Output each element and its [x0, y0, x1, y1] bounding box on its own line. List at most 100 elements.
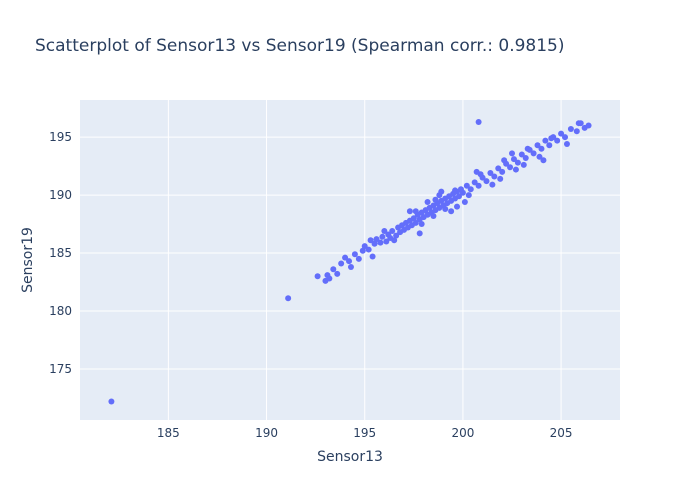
data-point[interactable]	[406, 208, 413, 215]
grid-lines	[80, 100, 620, 420]
x-tick-label: 195	[353, 426, 376, 440]
y-axis-title: Sensor19	[20, 227, 36, 293]
y-tick-label: 185	[49, 246, 72, 260]
data-point[interactable]	[108, 398, 115, 405]
data-point[interactable]	[424, 199, 431, 206]
y-tick-label: 175	[49, 362, 72, 376]
data-point[interactable]	[567, 125, 574, 132]
data-point[interactable]	[520, 161, 527, 168]
data-point[interactable]	[554, 137, 561, 144]
data-point[interactable]	[573, 128, 580, 135]
data-point[interactable]	[489, 181, 496, 188]
data-point[interactable]	[326, 275, 333, 282]
data-point[interactable]	[540, 157, 547, 164]
data-point[interactable]	[461, 199, 468, 206]
data-point[interactable]	[467, 186, 474, 193]
x-tick-label: 190	[255, 426, 278, 440]
data-point[interactable]	[379, 233, 386, 240]
data-point[interactable]	[518, 151, 525, 158]
data-point[interactable]	[514, 159, 521, 166]
data-point[interactable]	[369, 253, 376, 260]
data-point[interactable]	[383, 238, 390, 245]
data-point[interactable]	[463, 182, 470, 189]
x-axis-ticks: 185 190 195 200 205	[157, 426, 573, 440]
data-point[interactable]	[330, 266, 337, 273]
data-point[interactable]	[371, 240, 378, 247]
data-point[interactable]	[585, 122, 592, 129]
data-point[interactable]	[377, 239, 384, 246]
data-point[interactable]	[416, 230, 423, 237]
data-point[interactable]	[475, 182, 482, 189]
y-tick-label: 180	[49, 304, 72, 318]
data-point[interactable]	[459, 189, 466, 196]
data-point[interactable]	[471, 179, 478, 186]
x-tick-label: 185	[157, 426, 180, 440]
data-point[interactable]	[342, 254, 349, 261]
x-tick-label: 200	[451, 426, 474, 440]
data-point[interactable]	[361, 243, 368, 250]
data-point[interactable]	[373, 236, 380, 243]
data-point[interactable]	[465, 192, 472, 199]
data-point[interactable]	[346, 258, 353, 265]
data-point[interactable]	[285, 295, 292, 302]
data-point[interactable]	[546, 142, 553, 149]
data-point[interactable]	[412, 219, 419, 226]
y-tick-label: 195	[49, 130, 72, 144]
data-point[interactable]	[499, 168, 506, 175]
data-point[interactable]	[538, 145, 545, 152]
data-point[interactable]	[510, 156, 517, 163]
data-point[interactable]	[507, 164, 514, 171]
data-point[interactable]	[338, 260, 345, 267]
data-point[interactable]	[367, 237, 374, 244]
data-point[interactable]	[442, 205, 449, 212]
data-point[interactable]	[548, 135, 555, 142]
data-point[interactable]	[448, 208, 455, 215]
data-point[interactable]	[365, 246, 372, 253]
y-axis-ticks: 175 180 185 190 195	[49, 130, 72, 376]
data-point[interactable]	[334, 270, 341, 277]
data-point[interactable]	[577, 120, 584, 127]
data-point[interactable]	[430, 212, 437, 219]
data-point[interactable]	[410, 215, 417, 222]
data-point[interactable]	[347, 263, 354, 270]
data-point[interactable]	[522, 154, 529, 161]
data-point[interactable]	[389, 228, 396, 235]
x-tick-label: 205	[550, 426, 573, 440]
data-point[interactable]	[455, 193, 462, 200]
data-point[interactable]	[473, 168, 480, 175]
data-point[interactable]	[452, 187, 459, 194]
data-point[interactable]	[454, 203, 461, 210]
data-point[interactable]	[524, 145, 531, 152]
data-point[interactable]	[475, 119, 482, 126]
data-point[interactable]	[497, 175, 504, 182]
data-point[interactable]	[438, 188, 445, 195]
data-point[interactable]	[314, 273, 321, 280]
data-point[interactable]	[536, 153, 543, 160]
x-axis-title: Sensor13	[317, 449, 383, 465]
data-point[interactable]	[512, 166, 519, 173]
data-point[interactable]	[558, 130, 565, 137]
data-point[interactable]	[530, 150, 537, 157]
data-point[interactable]	[351, 251, 358, 258]
data-point[interactable]	[487, 170, 494, 177]
data-point[interactable]	[534, 142, 541, 149]
data-point[interactable]	[412, 208, 419, 215]
data-point[interactable]	[501, 157, 508, 164]
data-point[interactable]	[491, 173, 498, 180]
data-point[interactable]	[391, 237, 398, 244]
data-point[interactable]	[359, 247, 366, 254]
data-point[interactable]	[542, 137, 549, 144]
data-point[interactable]	[418, 221, 425, 228]
data-point[interactable]	[393, 232, 400, 239]
data-point[interactable]	[509, 150, 515, 157]
data-point[interactable]	[432, 196, 439, 203]
data-point[interactable]	[563, 141, 570, 148]
data-points	[108, 119, 592, 405]
data-point[interactable]	[495, 165, 502, 172]
data-point[interactable]	[483, 178, 490, 185]
data-point[interactable]	[562, 134, 569, 141]
y-tick-label: 190	[49, 188, 72, 202]
data-point[interactable]	[381, 228, 388, 235]
data-point[interactable]	[355, 255, 362, 262]
